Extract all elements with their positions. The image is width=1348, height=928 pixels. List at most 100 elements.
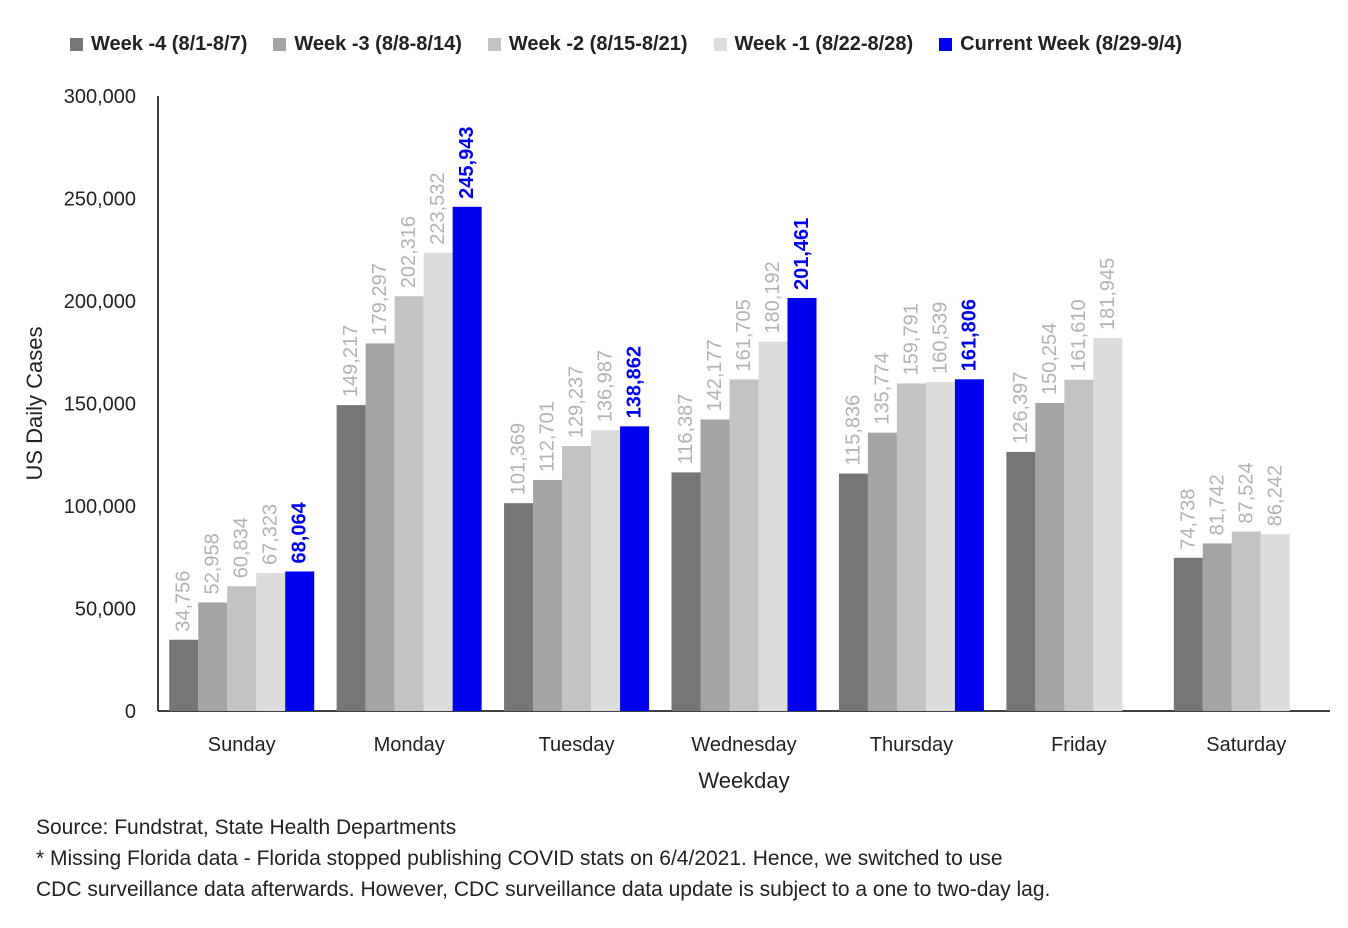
data-label: 179,297 (369, 263, 391, 335)
data-label: 126,397 (1010, 372, 1032, 444)
y-tick-label: 250,000 (64, 189, 136, 211)
legend-swatch (487, 37, 501, 51)
bar (285, 571, 315, 711)
data-label: 112,701 (537, 401, 559, 472)
footnote-line-1: * Missing Florida data - Florida stopped… (36, 847, 1003, 870)
bar-chart: 0 50,000 100,000 150,000 200,000 250,000 300,0… (22, 86, 1330, 793)
data-label: 74,738 (1177, 489, 1199, 550)
bar (1231, 531, 1261, 711)
data-label: 87,524 (1235, 462, 1257, 523)
legend-item: Week -1 (8/22-8/28) (713, 32, 914, 56)
legend-label: Current Week (8/29-9/4) (960, 32, 1183, 55)
legend-swatch (713, 37, 727, 51)
y-tick-label: 0 (125, 701, 136, 723)
bar (867, 432, 897, 711)
legend-swatch (70, 37, 83, 51)
legend-label: Week -4 (8/1-8/7) (91, 32, 248, 55)
bar (758, 341, 788, 711)
x-tick-label: Friday (1051, 734, 1107, 756)
bar (896, 383, 926, 711)
bar (562, 446, 592, 711)
data-label: 201,461 (791, 218, 813, 290)
data-label: 161,806 (958, 299, 980, 371)
footnote-line-2: CDC surveillance data afterwards. Howeve… (36, 878, 1051, 901)
x-tick-label: Tuesday (539, 734, 615, 756)
source-note: Source: Fundstrat, State Health Departme… (36, 816, 457, 839)
bar (700, 419, 730, 711)
bar (1006, 451, 1036, 711)
legend-label: Week -2 (8/15-8/21) (508, 32, 688, 55)
bar (1035, 402, 1065, 711)
data-label: 161,610 (1068, 299, 1090, 371)
bar (1260, 534, 1290, 711)
bar (729, 379, 759, 711)
data-label: 136,987 (595, 350, 617, 422)
y-tick-label: 50,000 (75, 599, 136, 621)
data-label: 135,774 (871, 352, 893, 424)
legend-swatch (273, 37, 287, 51)
bar (787, 298, 817, 711)
bar (1173, 557, 1203, 711)
data-label: 115,836 (842, 395, 864, 466)
bar (365, 343, 395, 711)
legend-item: Week -2 (8/15-8/21) (487, 32, 688, 56)
bar (504, 503, 534, 711)
data-label: 116,387 (675, 394, 697, 465)
bar (423, 252, 453, 711)
data-label: 67,323 (260, 504, 282, 565)
data-label: 202,316 (398, 216, 420, 288)
data-label: 160,539 (929, 302, 951, 374)
bar (925, 381, 955, 711)
bar (452, 206, 482, 712)
data-label: 245,943 (456, 127, 478, 199)
data-label: 60,834 (231, 517, 253, 578)
data-label: 159,791 (900, 303, 922, 375)
y-tick-label: 300,000 (64, 86, 136, 108)
x-tick-label: Wednesday (691, 734, 796, 756)
legend-item: Week -4 (8/1-8/7) (70, 33, 247, 56)
x-tick-label: Thursday (870, 734, 953, 756)
chart-area: Week -4 (8/1-8/7) Week -3 (8/8-8/14) Week … (22, 30, 1330, 793)
x-tick-label: Sunday (208, 734, 276, 756)
bar (671, 472, 701, 711)
data-label: 150,254 (1039, 323, 1061, 395)
bar (169, 639, 199, 711)
data-label: 68,064 (289, 501, 311, 563)
legend-swatch (939, 37, 953, 51)
x-tick-label: Monday (374, 734, 445, 756)
bar (1064, 379, 1094, 711)
y-tick-label: 200,000 (64, 291, 136, 313)
data-label: 129,237 (566, 366, 588, 438)
data-label: 180,192 (762, 261, 784, 333)
legend-label: Week -3 (8/8-8/14) (294, 32, 462, 55)
data-label: 142,177 (704, 339, 726, 411)
legend: Week -4 (8/1-8/7) Week -3 (8/8-8/14) Week … (70, 30, 1208, 58)
bar (1202, 543, 1232, 711)
y-tick-label: 100,000 (64, 496, 136, 518)
legend-label: Week -1 (8/22-8/28) (734, 32, 914, 55)
bar (198, 602, 228, 711)
y-tick-label: 150,000 (64, 394, 136, 416)
data-label: 52,958 (202, 533, 224, 594)
bar (954, 379, 984, 711)
data-label: 34,756 (173, 571, 195, 632)
data-label: 223,532 (427, 172, 449, 244)
data-label: 86,242 (1264, 465, 1286, 526)
bar (620, 426, 650, 711)
data-label: 101,369 (508, 423, 530, 495)
data-label: 138,862 (624, 346, 646, 418)
bar (838, 473, 868, 711)
legend-item: Week -3 (8/8-8/14) (273, 33, 462, 56)
data-label: 181,945 (1097, 258, 1119, 330)
bar (227, 586, 257, 711)
x-axis-title: Weekday (698, 768, 789, 793)
bar (591, 430, 621, 711)
bar (533, 479, 563, 711)
bar (256, 572, 286, 711)
data-label: 161,705 (733, 299, 755, 371)
chart-notes: Source: Fundstrat, State Health Departme… (36, 812, 1050, 905)
bar (336, 405, 366, 711)
y-axis-title: US Daily Cases (22, 326, 47, 480)
bar (394, 296, 424, 711)
data-label: 149,217 (340, 325, 362, 397)
